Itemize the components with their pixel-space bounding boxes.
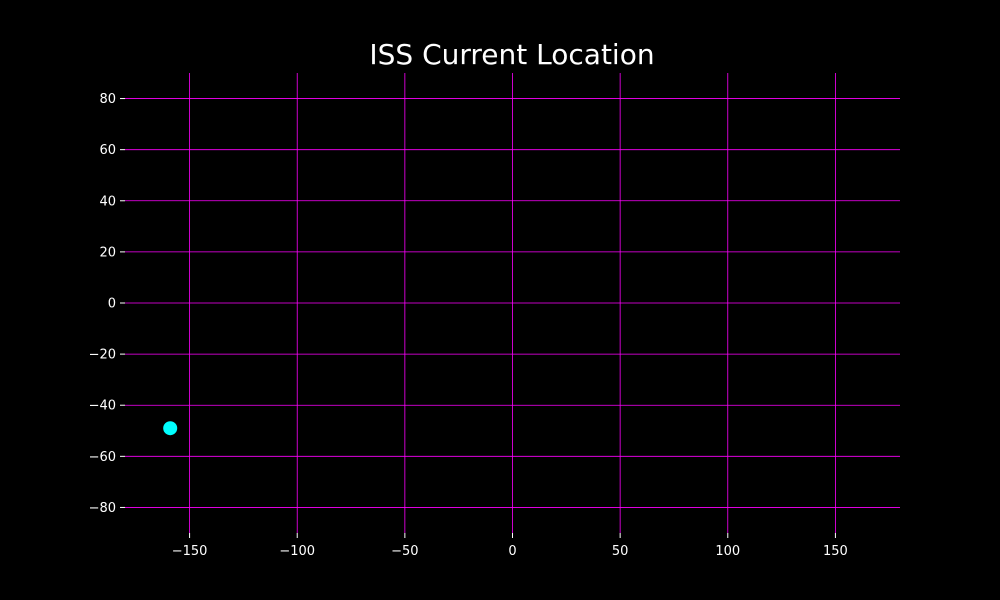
x-tick-label: 100 bbox=[715, 544, 740, 559]
tick-marks bbox=[120, 98, 836, 538]
y-tick-label: −60 bbox=[89, 450, 116, 465]
y-tick-label: −40 bbox=[89, 399, 116, 414]
data-points bbox=[163, 421, 178, 436]
y-tick-label: 0 bbox=[108, 297, 116, 312]
iss-location-point bbox=[163, 421, 178, 436]
tick-labels: −150 −100 −50 0 50 100 150 80 60 40 20 0 −20 −40 −60 −8… bbox=[89, 92, 848, 559]
y-tick-label: −20 bbox=[89, 348, 116, 363]
x-tick-label: 0 bbox=[508, 544, 516, 559]
x-tick-label: −50 bbox=[391, 544, 418, 559]
x-tick-label: 150 bbox=[823, 544, 848, 559]
x-tick-label: 50 bbox=[612, 544, 629, 559]
x-tick-label: −100 bbox=[279, 544, 315, 559]
y-tick-label: 20 bbox=[99, 245, 116, 260]
grid-lines bbox=[125, 73, 900, 533]
y-tick-label: −80 bbox=[89, 501, 116, 516]
x-tick-label: −150 bbox=[172, 544, 208, 559]
y-tick-label: 40 bbox=[99, 194, 116, 209]
y-tick-label: 60 bbox=[99, 143, 116, 158]
chart-title: ISS Current Location bbox=[369, 38, 654, 71]
y-tick-label: 80 bbox=[99, 92, 116, 107]
